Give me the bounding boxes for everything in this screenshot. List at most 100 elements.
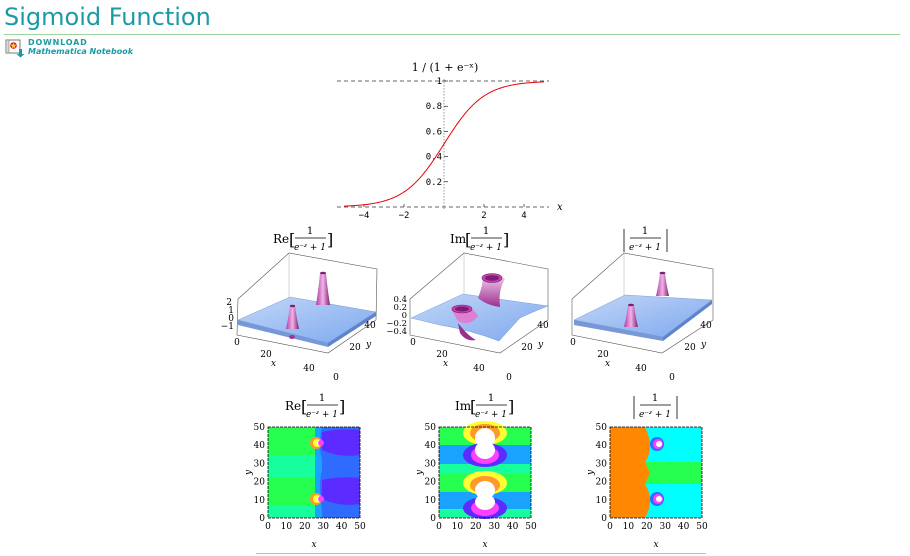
abs-frac-num: 1 xyxy=(642,226,648,237)
contour-x-tick-label: 20 xyxy=(641,522,653,532)
surface-plot-im: 0.4 0.2 0 −0.2 −0.4 0 20 40 x 0 20 40 y xyxy=(386,252,549,383)
download-notebook-link[interactable]: DOWNLOAD Mathematica Notebook xyxy=(5,38,135,60)
contour-y-tick-label: 20 xyxy=(596,478,608,488)
contour-y-tick-label: 20 xyxy=(254,478,266,488)
svg-text:[: [ xyxy=(289,230,295,249)
svg-text:0: 0 xyxy=(506,373,512,383)
svg-text:40: 40 xyxy=(303,364,315,374)
svg-text:0.2: 0.2 xyxy=(393,303,407,313)
contour-y-tick-label: 0 xyxy=(601,514,607,524)
svg-text:e⁻ᶻ + 1: e⁻ᶻ + 1 xyxy=(475,410,507,420)
svg-text:1: 1 xyxy=(228,306,234,316)
contour-y-tick-label: 40 xyxy=(596,441,608,451)
surface-plot-re: 2 1 0 −1 0 20 40 x 0 20 40 y xyxy=(221,252,378,383)
contour-x-tick-label: 30 xyxy=(317,522,329,532)
y-tick-labels: 0.2 0.4 0.6 0.8 1 xyxy=(426,77,448,188)
contour-label-re: Re [ 1 e⁻ᶻ + 1 ] xyxy=(285,393,345,420)
title-divider xyxy=(4,34,900,35)
z-axis-ticks: 2 1 0 −1 xyxy=(221,298,235,332)
notebook-download-icon xyxy=(5,39,25,58)
contour-y-tick-label: 40 xyxy=(425,441,437,451)
svg-text:y: y xyxy=(537,340,544,350)
svg-text:20: 20 xyxy=(521,343,533,353)
svg-text:40: 40 xyxy=(635,364,647,374)
contour-y-tick-label: 30 xyxy=(596,459,608,469)
contour-x-tick-label: 20 xyxy=(299,522,311,532)
svg-text:0: 0 xyxy=(570,338,576,348)
svg-text:]: ] xyxy=(339,397,345,416)
contour-x-tick-label: 40 xyxy=(678,522,690,532)
svg-text:e⁻ᶻ + 1: e⁻ᶻ + 1 xyxy=(306,410,338,420)
svg-text:y: y xyxy=(700,340,707,350)
svg-text:[: [ xyxy=(470,397,476,416)
svg-text:x: x xyxy=(605,359,610,369)
svg-text:40: 40 xyxy=(537,321,549,331)
svg-text:1: 1 xyxy=(319,393,325,404)
contour-x-tick-label: 0 xyxy=(265,522,271,532)
sigmoid-line-chart: 1 / (1 + e⁻ˣ) 0.2 0.4 0.6 0.8 1 −4 −2 2 4 x xyxy=(337,61,563,221)
contour-label-abs: 1 e⁻ᶻ + 1 xyxy=(633,393,678,420)
abs-frac-den: e⁻ᶻ + 1 xyxy=(629,243,661,253)
contour-y-tick-label: 40 xyxy=(254,441,266,451)
contour-label-im: Im [ 1 e⁻ᶻ + 1 ] xyxy=(455,393,514,420)
contour-y-tick-label: 20 xyxy=(425,478,437,488)
contour-x-tick-label: 10 xyxy=(623,522,635,532)
contour-y-axis-label: y xyxy=(586,469,596,476)
surface-label-re: Re [ 1 e⁻ᶻ + 1 ] xyxy=(273,226,333,253)
svg-text:1: 1 xyxy=(488,393,494,404)
sigmoid-curve-series xyxy=(343,81,545,207)
y-tick-label: 0.2 xyxy=(426,178,442,188)
contour-y-tick-label: 10 xyxy=(254,496,266,506)
svg-text:[: [ xyxy=(301,397,307,416)
y-tick-label: 0.4 xyxy=(426,153,442,163)
contour-x-tick-label: 40 xyxy=(336,522,348,532)
re-frac-num: 1 xyxy=(307,226,313,237)
surface-label-im: Im [ 1 e⁻ᶻ + 1 ] xyxy=(450,226,509,253)
svg-text:y: y xyxy=(365,340,372,350)
contour-x-tick-label: 50 xyxy=(525,522,537,532)
chart-title: 1 / (1 + e⁻ˣ) xyxy=(412,61,478,74)
im-frac-num: 1 xyxy=(483,226,489,237)
svg-text:[: [ xyxy=(465,230,471,249)
svg-text:40: 40 xyxy=(473,364,485,374)
download-sublabel: Mathematica Notebook xyxy=(28,47,134,56)
re-frac-den: e⁻ᶻ + 1 xyxy=(294,243,326,253)
contour-y-tick-label: 10 xyxy=(425,496,437,506)
bottom-divider xyxy=(256,553,706,554)
svg-text:20: 20 xyxy=(684,343,696,353)
y-tick-label: 0.8 xyxy=(426,102,442,112)
contour-y-tick-label: 30 xyxy=(425,459,437,469)
contour-axes: 0 10 20 30 40 50 0 10 20 30 40 50 x y 0 10 20 30 40 50 0 10 20… xyxy=(244,423,708,550)
svg-text:e⁻ᶻ + 1: e⁻ᶻ + 1 xyxy=(639,410,671,420)
svg-text:20: 20 xyxy=(349,343,361,353)
im-frac-den: e⁻ᶻ + 1 xyxy=(470,243,502,253)
svg-text:20: 20 xyxy=(260,350,272,360)
svg-text:40: 40 xyxy=(700,321,712,331)
svg-text:0.4: 0.4 xyxy=(393,295,407,305)
z-axis-ticks: 0.4 0.2 0 −0.2 −0.4 xyxy=(386,295,407,337)
contour-x-tick-label: 40 xyxy=(507,522,519,532)
svg-text:0: 0 xyxy=(333,373,339,383)
surface-plot-abs: 0 20 40 x 0 20 40 y xyxy=(570,252,714,383)
contour-y-tick-label: 50 xyxy=(425,423,437,433)
svg-text:0: 0 xyxy=(410,338,416,348)
contour-x-tick-label: 20 xyxy=(470,522,482,532)
contour-x-tick-label: 0 xyxy=(607,522,613,532)
svg-text:0: 0 xyxy=(402,311,407,321)
contour-y-tick-label: 30 xyxy=(254,459,266,469)
svg-text:]: ] xyxy=(327,230,333,249)
contour-plot-re xyxy=(267,426,361,519)
x-tick-label: −4 xyxy=(359,211,370,221)
x-tick-labels: −4 −2 2 4 xyxy=(359,204,527,221)
contour-x-axis-label: x xyxy=(482,540,487,550)
x-tick-label: −2 xyxy=(399,211,410,221)
surface-label-abs: 1 e⁻ᶻ + 1 xyxy=(623,226,668,253)
contour-x-axis-label: x xyxy=(653,540,658,550)
svg-text:0: 0 xyxy=(234,338,240,348)
y-tick-label: 0.6 xyxy=(426,127,442,137)
contour-x-tick-label: 30 xyxy=(488,522,500,532)
im-label: Im xyxy=(450,232,467,246)
page-title: Sigmoid Function xyxy=(4,3,211,31)
contour-x-tick-label: 10 xyxy=(281,522,293,532)
